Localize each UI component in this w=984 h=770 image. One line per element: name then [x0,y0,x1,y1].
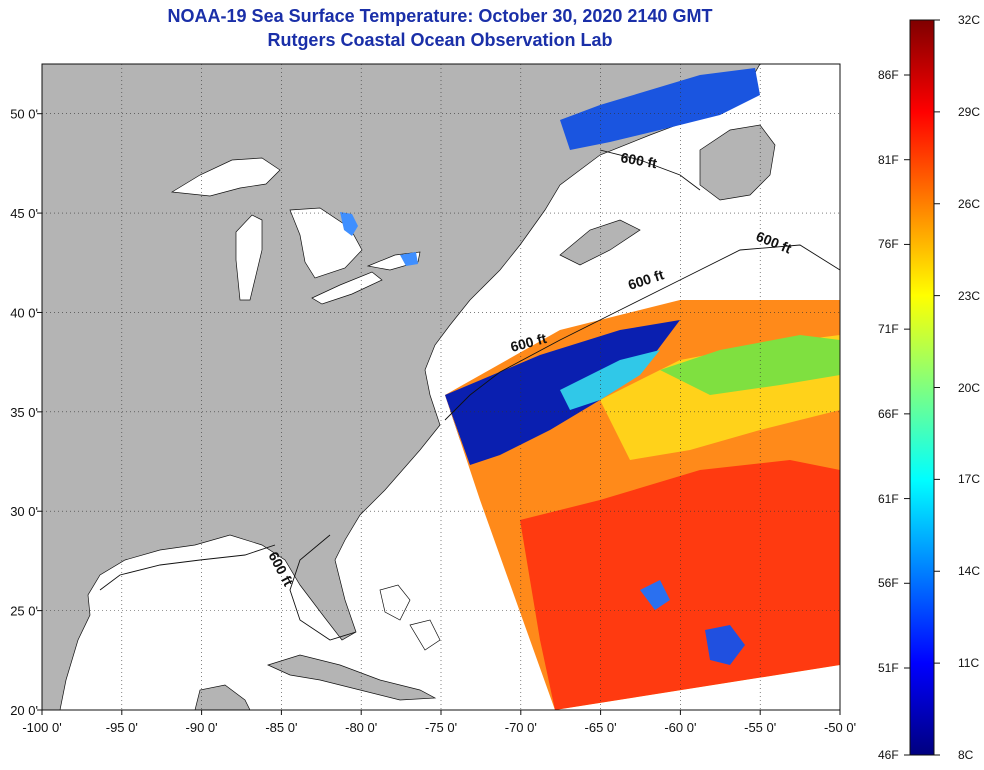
lake-sst-data [340,212,418,266]
colorbar-label-celsius: 17C [958,472,981,487]
colorbar [909,19,935,756]
y-tick-label: 30 0' [10,504,38,519]
colorbar-label-fahrenheit: 66F [878,406,899,421]
lake-superior [170,157,281,197]
swath-blue-eddy [705,625,745,665]
y-axis: 20 0' 25 0' 30 0' 35 0' 40 0' 45 0' 50 0' [10,107,42,718]
colorbar-label-celsius: 26C [958,196,981,211]
land-newfoundland [699,124,776,201]
colorbar-label-fahrenheit: 61F [878,491,899,506]
colorbar-label-fahrenheit: 76F [878,237,899,252]
colorbar-label-celsius: 23C [958,288,981,303]
land-bahamas [379,584,441,651]
land-nova-scotia [559,219,641,266]
swath-cyan-front [560,350,660,410]
x-tick-label: -65 0' [585,720,617,735]
swath-warm-red [520,460,840,710]
x-tick-label: -85 0' [265,720,297,735]
x-tick-label: -60 0' [664,720,696,735]
x-tick-label: -80 0' [345,720,377,735]
x-tick-label: -75 0' [425,720,457,735]
swath-green [660,335,840,395]
y-tick-label: 40 0' [10,305,38,320]
colorbar-label-celsius: 32C [958,13,981,27]
y-tick-label: 35 0' [10,405,38,420]
y-tick-label: 20 0' [10,703,38,718]
swath-north-cold-2 [560,68,760,150]
colorbar-label-fahrenheit: 46F [878,748,899,762]
colorbar-label-fahrenheit: 86F [878,68,899,82]
swath-blue-eddy-2 [640,580,670,610]
colorbar-label-celsius: 8C [958,748,974,762]
x-tick-label: -95 0' [106,720,138,735]
depth-contours [99,149,840,641]
x-tick-label: -90 0' [186,720,218,735]
lake-erie-ontario [311,251,421,305]
colorbar-label-celsius: 14C [958,564,981,579]
x-tick-label: -70 0' [505,720,537,735]
grid-lines [42,64,840,710]
y-tick-label: 50 0' [10,107,38,122]
colorbar-label-fahrenheit: 81F [878,152,899,167]
map-subtitle: Rutgers Coastal Ocean Observation Lab [267,30,613,50]
land-yucatan [194,684,251,710]
x-tick-label: -55 0' [744,720,776,735]
colorbar-label-celsius: 29C [958,104,981,119]
x-tick-label: -100 0' [22,720,61,735]
colorbar-label-celsius: 20C [958,380,981,395]
map-title: NOAA-19 Sea Surface Temperature: October… [167,6,713,26]
colorbar-ticks [904,19,940,756]
x-tick-label: -50 0' [824,720,856,735]
lake-michigan-huron [235,207,363,301]
land-cuba [267,654,437,701]
colorbar-label-celsius: 11C [958,656,980,671]
colorbar-label-fahrenheit: 71F [878,322,899,337]
contour-label: 600 ft [619,149,658,171]
colorbar-label-fahrenheit: 51F [878,661,899,675]
land-north-america [42,64,761,710]
x-axis: -100 0' -95 0' -90 0' -85 0' -80 0' -75 0' -70… [22,710,856,735]
y-tick-label: 45 0' [10,206,38,221]
colorbar-label-fahrenheit: 56F [878,576,899,591]
y-tick-label: 25 0' [10,604,38,619]
